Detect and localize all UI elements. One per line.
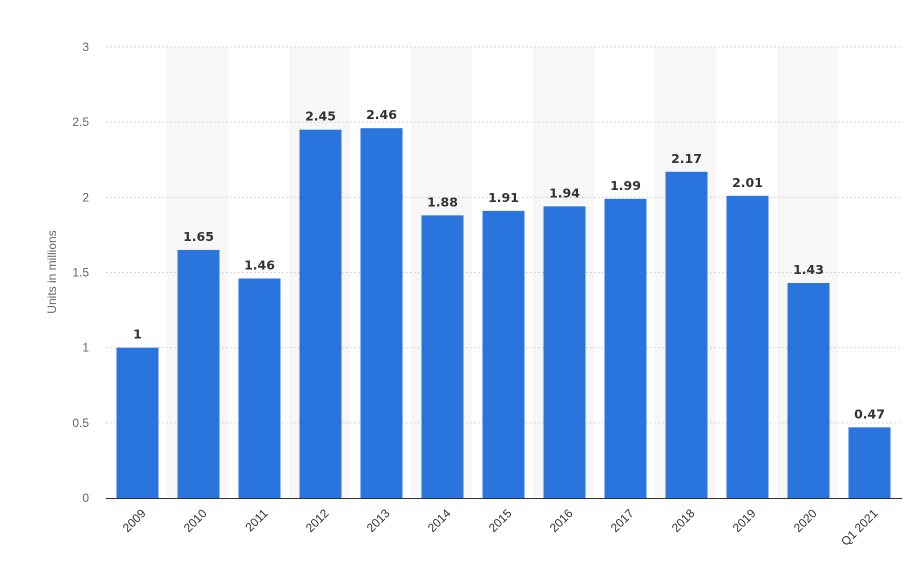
x-tick-label: 2011 [242,506,270,534]
value-label-layer: 1 1.65 1.46 2.45 2.46 1.88 1.91 1.94 1.99 2.17 2.0… [133,107,885,421]
bar[interactable] [116,347,159,498]
x-tick-label: 2020 [791,506,820,535]
bar[interactable] [726,195,769,498]
bar[interactable] [299,129,342,498]
x-tick-label: 2018 [669,506,698,535]
x-tick-label: 2015 [486,506,515,535]
bar[interactable] [360,128,403,498]
bar[interactable] [238,278,281,498]
x-tick-label: Q1 2021 [838,506,881,549]
x-tick-label: 2012 [303,506,332,535]
bar-value-label: 1.43 [793,262,824,277]
bar-value-label: 1.91 [488,190,519,205]
y-tick-label: 2 [82,190,89,204]
bar[interactable] [177,249,220,498]
x-tick-label: 2014 [425,506,454,535]
bar-value-label: 2.17 [671,151,702,166]
bar-value-label: 1.94 [549,185,580,200]
y-tick-label: 1.5 [72,266,89,280]
y-tick-layer: 0 0.5 1 1.5 2 2.5 3 [72,40,89,505]
bar[interactable] [543,206,586,498]
bar-value-label: 1.46 [244,258,275,273]
x-tick-label: 2016 [547,506,576,535]
bar[interactable] [604,198,647,498]
bar-value-label: 2.45 [305,109,336,124]
bar-value-label: 1.99 [610,178,641,193]
bar-value-label: 2.01 [732,175,763,190]
y-axis-title: Units in millions [45,230,59,313]
bar-value-label: 0.47 [854,406,885,421]
bar[interactable] [787,283,830,498]
y-tick-label: 2.5 [72,115,89,129]
y-tick-label: 3 [82,40,89,54]
bar-value-label: 1.65 [183,229,214,244]
bar-value-label: 1.88 [427,194,458,209]
x-tick-label: 2010 [181,506,210,535]
bar[interactable] [482,210,525,498]
x-tick-label: 2009 [120,506,149,535]
y-tick-label: 1 [82,341,89,355]
bar[interactable] [421,215,464,498]
bar[interactable] [665,171,708,498]
y-tick-label: 0 [82,491,89,505]
bar-layer [116,128,891,498]
y-tick-label: 0.5 [72,416,89,430]
bar[interactable] [848,427,891,498]
x-tick-layer: 2009 2010 2011 2012 2013 2014 2015 2016 2017 2018… [120,506,881,549]
x-tick-label: 2019 [730,506,759,535]
x-tick-label: 2013 [364,506,393,535]
bar-value-label: 2.46 [366,107,397,122]
x-tick-label: 2017 [608,506,637,535]
bar-value-label: 1 [133,327,142,342]
